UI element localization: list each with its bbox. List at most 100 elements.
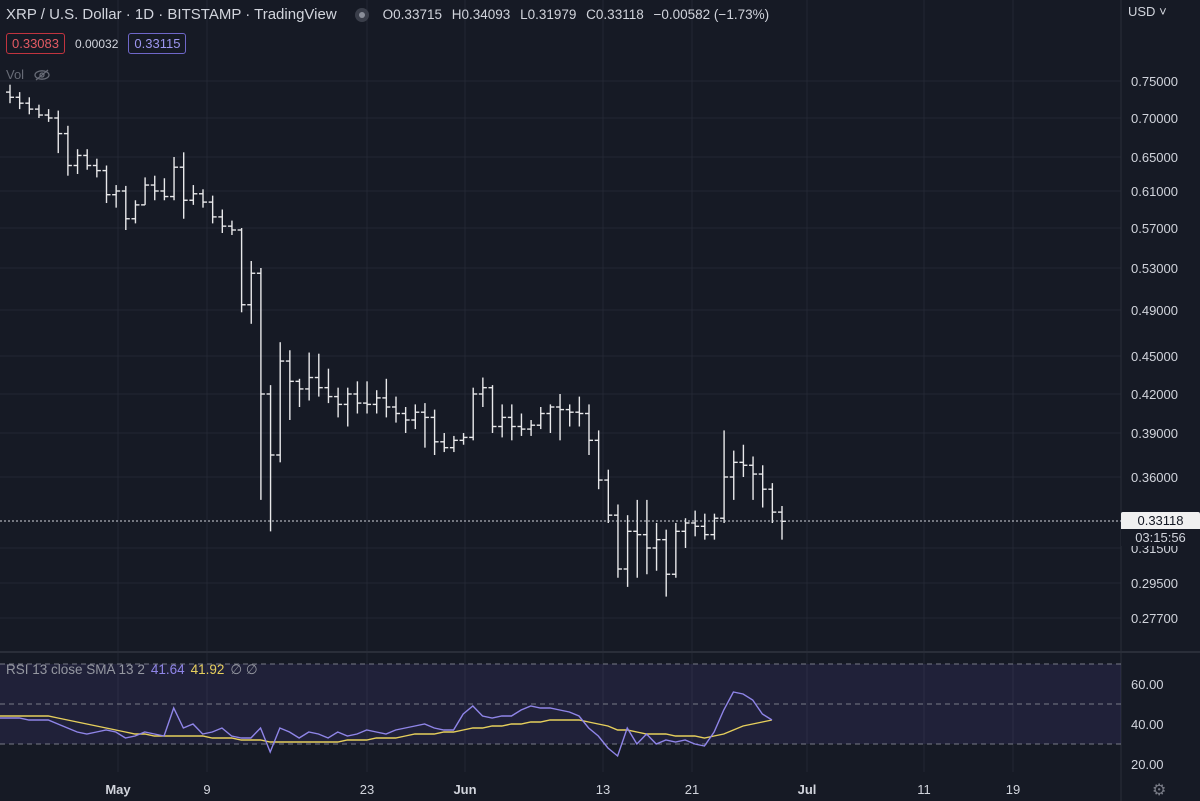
ohlc-bar — [208, 195, 217, 224]
ohlc-bar — [642, 499, 651, 575]
time-tick-label: 23 — [360, 782, 374, 797]
ohlc-bar — [575, 396, 584, 427]
ohlc-bar — [150, 175, 159, 201]
price-tick-label: 0.75000 — [1131, 74, 1178, 89]
ohlc-bar — [507, 404, 516, 441]
ohlc-bar — [295, 378, 304, 407]
ohlc-bar — [83, 149, 92, 170]
ohlc-bar — [199, 189, 207, 208]
ohlc-values: O0.33715 H0.34093 L0.31979 C0.33118 −0.0… — [382, 7, 770, 22]
ohlc-bar — [565, 404, 574, 427]
ohlc-bar — [440, 433, 449, 453]
change-value: −0.00582 (−1.73%) — [653, 7, 770, 22]
price-tick-label: 0.61000 — [1131, 184, 1178, 199]
ohlc-bar — [633, 499, 642, 578]
ohlc-bar — [662, 529, 671, 597]
ohlc-bar — [681, 518, 690, 548]
ohlc-bar — [527, 420, 536, 436]
bar-countdown: 03:15:56 — [1121, 529, 1200, 546]
settings-gear-icon[interactable]: ⚙ — [1152, 782, 1167, 799]
ohlc-bar — [392, 396, 400, 423]
time-tick-label: Jul — [798, 782, 817, 797]
chart-header: XRP / U.S. Dollar · 1D · BITSTAMP · Trad… — [6, 6, 769, 23]
ohlc-bar — [285, 350, 294, 420]
ohlc-bar — [247, 261, 256, 324]
ohlc-bar — [54, 110, 63, 154]
time-tick-label: Jun — [453, 782, 476, 797]
rsi-value: 41.64 — [150, 662, 185, 677]
ohlc-bar — [372, 390, 381, 414]
time-tick-label: 19 — [1006, 782, 1020, 797]
ohlc-bar — [517, 413, 526, 436]
ohlc-bar — [160, 178, 169, 201]
ohlc-bar — [314, 353, 323, 397]
ohlc-bar — [594, 430, 603, 490]
sell-button[interactable]: 0.33083 — [6, 33, 65, 54]
price-tick-label: 0.27700 — [1131, 611, 1178, 626]
ohlc-bar — [710, 513, 719, 540]
ohlc-bar — [121, 185, 130, 230]
rsi-tick-label: 60.00 — [1131, 677, 1164, 692]
ohlc-bar — [536, 407, 545, 430]
price-tick-label: 0.53000 — [1131, 261, 1178, 276]
ohlc-bar — [671, 522, 680, 578]
rsi-tick-label: 20.00 — [1131, 757, 1164, 772]
price-bars — [6, 84, 786, 597]
ohlc-bar — [430, 409, 439, 455]
ohlc-bar — [141, 177, 150, 206]
ohlc-bar — [256, 268, 265, 500]
ohlc-bar — [179, 152, 188, 219]
ohlc-bar — [469, 387, 478, 441]
ohlc-bar — [363, 381, 372, 414]
rsi-tick-label: 40.00 — [1131, 717, 1164, 732]
ohlc-bar — [112, 185, 121, 208]
market-status-icon[interactable] — [354, 7, 369, 22]
eye-hidden-icon[interactable] — [34, 69, 50, 81]
ohlc-bar — [44, 109, 53, 122]
price-tick-label: 0.39000 — [1131, 426, 1178, 441]
ohlc-bar — [102, 165, 111, 204]
ohlc-bar — [585, 404, 593, 455]
price-tick-label: 0.45000 — [1131, 349, 1178, 364]
ohlc-bar — [420, 403, 429, 448]
ohlc-bar — [411, 404, 420, 430]
time-tick-label: May — [105, 782, 131, 797]
volume-label: Vol — [6, 67, 25, 82]
ohlc-bar — [739, 444, 748, 477]
symbol-title[interactable]: XRP / U.S. Dollar · 1D · BITSTAMP · Trad… — [6, 6, 337, 23]
ohlc-bar — [324, 368, 333, 404]
rsi-sma-line — [0, 715, 773, 743]
ohlc-bar — [623, 515, 632, 587]
ohlc-bar — [63, 125, 72, 176]
ohlc-bar — [227, 220, 236, 235]
ohlc-bar — [613, 504, 622, 578]
ohlc-bar — [768, 483, 777, 523]
price-tick-label: 0.42000 — [1131, 387, 1178, 402]
ohlc-bar — [758, 465, 767, 508]
order-panel: 0.33083 0.00032 0.33115 — [6, 33, 187, 54]
ohlc-bar — [546, 404, 555, 433]
ohlc-bar — [15, 92, 24, 110]
ohlc-bar — [382, 378, 391, 418]
price-axis: 0.75000 0.70000 0.65000 0.61000 0.57000 0.530… — [1131, 74, 1178, 772]
ohlc-bar — [218, 209, 227, 233]
ohlc-bar — [305, 352, 314, 401]
price-tick-label: 0.29500 — [1131, 576, 1178, 591]
ohlc-bar — [401, 407, 410, 433]
ohlc-bar — [488, 385, 497, 433]
open-value: 0.33715 — [393, 7, 442, 22]
buy-button[interactable]: 0.33115 — [128, 33, 187, 54]
ohlc-bar — [700, 513, 709, 540]
time-tick-label: 9 — [203, 782, 210, 797]
ohlc-bar — [92, 158, 101, 178]
ohlc-bar — [459, 433, 468, 445]
rsi-label: RSI 13 close SMA 13 2 — [6, 662, 145, 677]
ohlc-bar — [652, 522, 661, 571]
rsi-suffix: ∅ ∅ — [230, 662, 258, 677]
volume-legend: Vol — [6, 67, 50, 82]
currency-selector[interactable]: USD ˅ — [1128, 4, 1167, 19]
time-tick-label: 13 — [596, 782, 610, 797]
ohlc-bar — [237, 228, 246, 313]
ohlc-bar — [34, 104, 43, 118]
